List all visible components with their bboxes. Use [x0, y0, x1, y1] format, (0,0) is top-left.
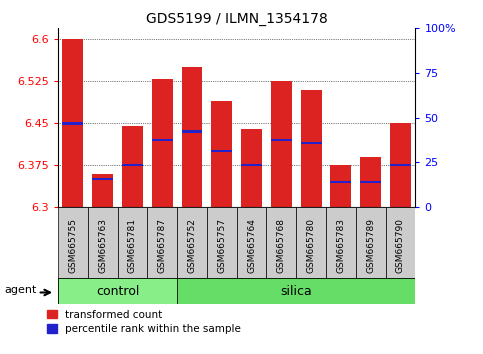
Bar [62, 40, 83, 207]
Text: GSM665787: GSM665787 [158, 218, 167, 273]
Bar [117, 207, 147, 278]
Text: GSM665763: GSM665763 [98, 218, 107, 273]
Bar [177, 207, 207, 278]
Bar [92, 178, 113, 181]
Bar [177, 278, 415, 304]
Text: GSM665781: GSM665781 [128, 218, 137, 273]
Text: GSM665789: GSM665789 [366, 218, 375, 273]
Bar [88, 207, 117, 278]
Bar [326, 207, 356, 278]
Bar [330, 165, 351, 207]
Text: GSM665783: GSM665783 [337, 218, 345, 273]
Bar [92, 173, 113, 207]
Bar [237, 207, 267, 278]
Bar [58, 278, 177, 304]
Bar [62, 122, 83, 125]
Bar [356, 207, 385, 278]
Bar [296, 207, 326, 278]
Bar [147, 207, 177, 278]
Title: GDS5199 / ILMN_1354178: GDS5199 / ILMN_1354178 [146, 12, 327, 26]
Text: GSM665757: GSM665757 [217, 218, 226, 273]
Bar [390, 164, 411, 166]
Text: GSM665752: GSM665752 [187, 218, 197, 273]
Bar [182, 130, 202, 133]
Bar [360, 157, 381, 207]
Bar [182, 67, 202, 207]
Text: GSM665780: GSM665780 [307, 218, 315, 273]
Legend: transformed count, percentile rank within the sample: transformed count, percentile rank withi… [47, 310, 242, 334]
Bar [271, 81, 292, 207]
Bar [122, 164, 143, 166]
Text: silica: silica [280, 285, 312, 298]
Bar [267, 207, 296, 278]
Bar [58, 207, 88, 278]
Text: GSM665768: GSM665768 [277, 218, 286, 273]
Text: GSM665790: GSM665790 [396, 218, 405, 273]
Bar [152, 79, 172, 207]
Bar [212, 150, 232, 153]
Text: agent: agent [5, 285, 37, 295]
Bar [390, 123, 411, 207]
Text: control: control [96, 285, 139, 298]
Bar [360, 181, 381, 183]
Bar [212, 101, 232, 207]
Bar [330, 181, 351, 183]
Text: GSM665764: GSM665764 [247, 218, 256, 273]
Text: GSM665755: GSM665755 [69, 218, 77, 273]
Bar [301, 142, 322, 144]
Bar [241, 164, 262, 166]
Bar [152, 139, 172, 141]
Bar [385, 207, 415, 278]
Bar [122, 126, 143, 207]
Bar [301, 90, 322, 207]
Bar [271, 139, 292, 141]
Bar [241, 129, 262, 207]
Bar [207, 207, 237, 278]
